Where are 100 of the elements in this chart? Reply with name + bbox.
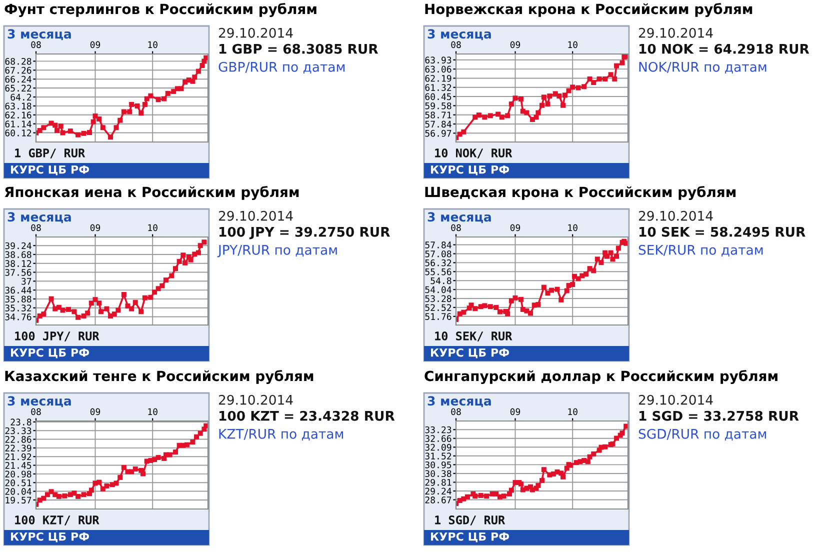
point bbox=[76, 314, 81, 320]
text: KZT/RUR по датам bbox=[219, 429, 344, 440]
point bbox=[138, 309, 144, 314]
text: GBP/RUR по датам bbox=[218, 62, 344, 74]
y-tick-label: 62.19 bbox=[425, 74, 452, 82]
text: 10 SEK/ RUR bbox=[435, 331, 512, 342]
point bbox=[142, 295, 148, 300]
point bbox=[171, 88, 176, 94]
point bbox=[594, 256, 600, 262]
point bbox=[108, 134, 114, 140]
point bbox=[182, 260, 188, 266]
x-tick-label: 10 bbox=[148, 224, 158, 232]
point bbox=[56, 494, 62, 499]
y-tick-label: 65.22 bbox=[5, 84, 32, 92]
y-tick-label: 62.16 bbox=[5, 112, 32, 118]
point bbox=[505, 113, 510, 118]
point bbox=[152, 290, 157, 295]
point bbox=[96, 116, 102, 122]
point bbox=[624, 424, 628, 429]
point bbox=[576, 85, 581, 90]
text: КУРС ЦБ РФ bbox=[431, 348, 510, 358]
point bbox=[62, 493, 68, 498]
y-tick-label: 31.52 bbox=[425, 452, 452, 460]
point bbox=[570, 84, 576, 90]
point bbox=[60, 130, 66, 136]
text: 100 JPY = 39.2750 RUR bbox=[219, 226, 390, 240]
y-tick-label: 39.24 bbox=[5, 242, 32, 250]
text: 10 NOK/ RUR bbox=[435, 148, 512, 158]
point bbox=[541, 467, 546, 472]
point bbox=[501, 494, 506, 499]
point bbox=[204, 55, 208, 60]
y-tick-label: 63.06 bbox=[425, 66, 452, 73]
point bbox=[591, 268, 596, 274]
point bbox=[142, 102, 148, 107]
text: 3 месяца bbox=[428, 212, 491, 224]
point bbox=[72, 309, 77, 314]
point bbox=[98, 309, 104, 314]
point bbox=[162, 96, 167, 102]
point bbox=[165, 90, 170, 96]
y-tick-label: 37.56 bbox=[5, 269, 32, 276]
y-tick-label: 54.8 bbox=[430, 277, 452, 284]
point bbox=[66, 306, 71, 312]
point bbox=[41, 496, 46, 501]
x-tick-label: 09 bbox=[90, 408, 100, 416]
x-tick-label: 09 bbox=[90, 41, 100, 48]
text: КУРС ЦБ РФ bbox=[11, 348, 90, 358]
point bbox=[173, 266, 178, 272]
text: 3 месяца bbox=[8, 396, 71, 408]
point bbox=[610, 256, 616, 262]
point bbox=[156, 455, 161, 460]
point bbox=[156, 97, 161, 102]
point bbox=[528, 310, 534, 316]
point bbox=[545, 102, 550, 106]
point bbox=[583, 272, 588, 277]
point bbox=[499, 114, 504, 120]
point bbox=[121, 109, 126, 114]
y-tick-label: 57.84 bbox=[425, 120, 452, 128]
x-tick-label: 08 bbox=[451, 224, 461, 232]
point bbox=[96, 480, 102, 485]
point bbox=[127, 109, 132, 114]
point bbox=[558, 297, 564, 302]
point bbox=[118, 118, 123, 123]
point bbox=[140, 471, 146, 476]
text: 1 SGD = 33.2758 RUR bbox=[639, 410, 799, 421]
text: JPY/RUR по датам bbox=[217, 245, 337, 258]
text: 1 GBP = 68.3085 RUR bbox=[219, 44, 378, 54]
text: 29.10.2014 bbox=[218, 394, 293, 405]
chart-title: Норвежская крона к Российским рублям bbox=[425, 3, 752, 17]
point bbox=[198, 430, 203, 436]
point bbox=[547, 94, 552, 98]
y-tick-label: 54.04 bbox=[425, 286, 452, 294]
y-tick-label: 56.32 bbox=[425, 259, 452, 266]
point bbox=[92, 114, 98, 119]
point bbox=[138, 110, 144, 116]
point bbox=[104, 483, 110, 488]
point bbox=[508, 488, 514, 493]
point bbox=[620, 60, 625, 66]
point bbox=[570, 282, 576, 287]
point bbox=[76, 494, 81, 499]
point bbox=[608, 72, 614, 78]
point bbox=[116, 308, 121, 313]
point bbox=[540, 102, 544, 108]
point bbox=[591, 451, 596, 456]
point bbox=[530, 116, 535, 122]
point bbox=[497, 309, 502, 314]
y-tick-label: 35.88 bbox=[5, 296, 32, 303]
point bbox=[169, 273, 174, 278]
point bbox=[132, 466, 138, 472]
point bbox=[104, 306, 110, 312]
point bbox=[478, 492, 484, 498]
y-tick-label: 53.28 bbox=[425, 295, 452, 302]
x-tick-label: 10 bbox=[568, 41, 578, 48]
point bbox=[160, 283, 165, 288]
chart-title: Сингапурский доллар к Российским рублям bbox=[424, 370, 778, 384]
chart-title: Фунт стерлингов к Российским рублям bbox=[4, 3, 316, 17]
x-tick-label: 08 bbox=[451, 41, 461, 48]
point bbox=[72, 490, 77, 496]
point bbox=[614, 63, 620, 68]
point bbox=[118, 474, 123, 480]
point bbox=[114, 125, 119, 130]
